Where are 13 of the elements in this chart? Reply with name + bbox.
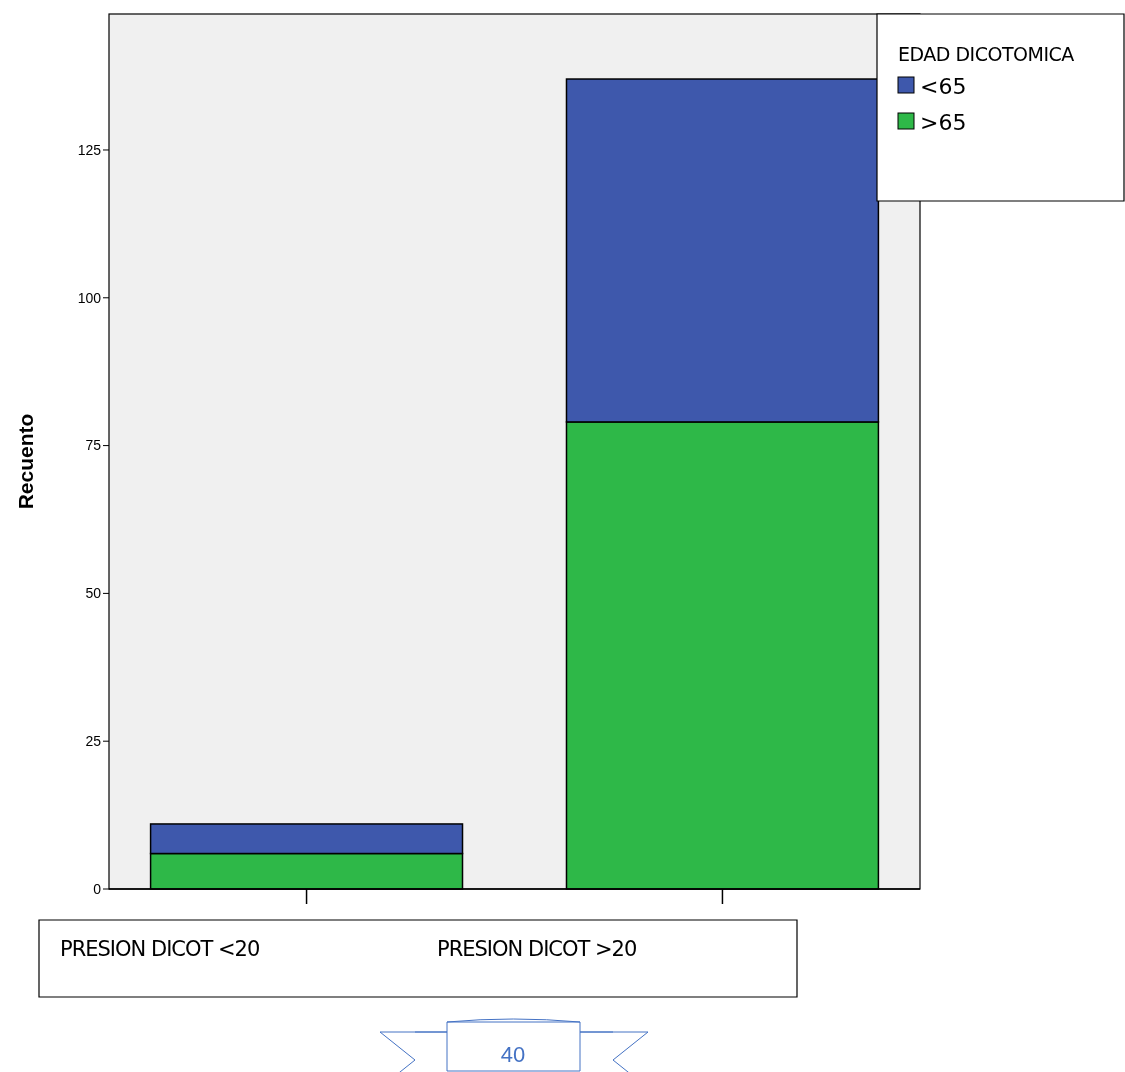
y-axis-title: Recuento: [14, 413, 37, 510]
y-tick-label: 0: [93, 880, 102, 897]
legend-label: >65: [920, 110, 967, 135]
x-tick-label: PRESION DICOT >20: [437, 937, 637, 961]
y-tick-label: 100: [77, 289, 102, 306]
legend-title: EDAD DICOTOMICA: [898, 43, 1075, 65]
text: 40: [500, 1042, 526, 1067]
y-tick-label: 125: [77, 141, 102, 158]
y-tick-label: 75: [85, 437, 102, 454]
x-tick-label: PRESION DICOT <20: [60, 937, 260, 961]
legend-label: <65: [920, 74, 967, 99]
y-tick-label: 50: [85, 585, 102, 602]
y-tick-label: 25: [85, 733, 102, 750]
